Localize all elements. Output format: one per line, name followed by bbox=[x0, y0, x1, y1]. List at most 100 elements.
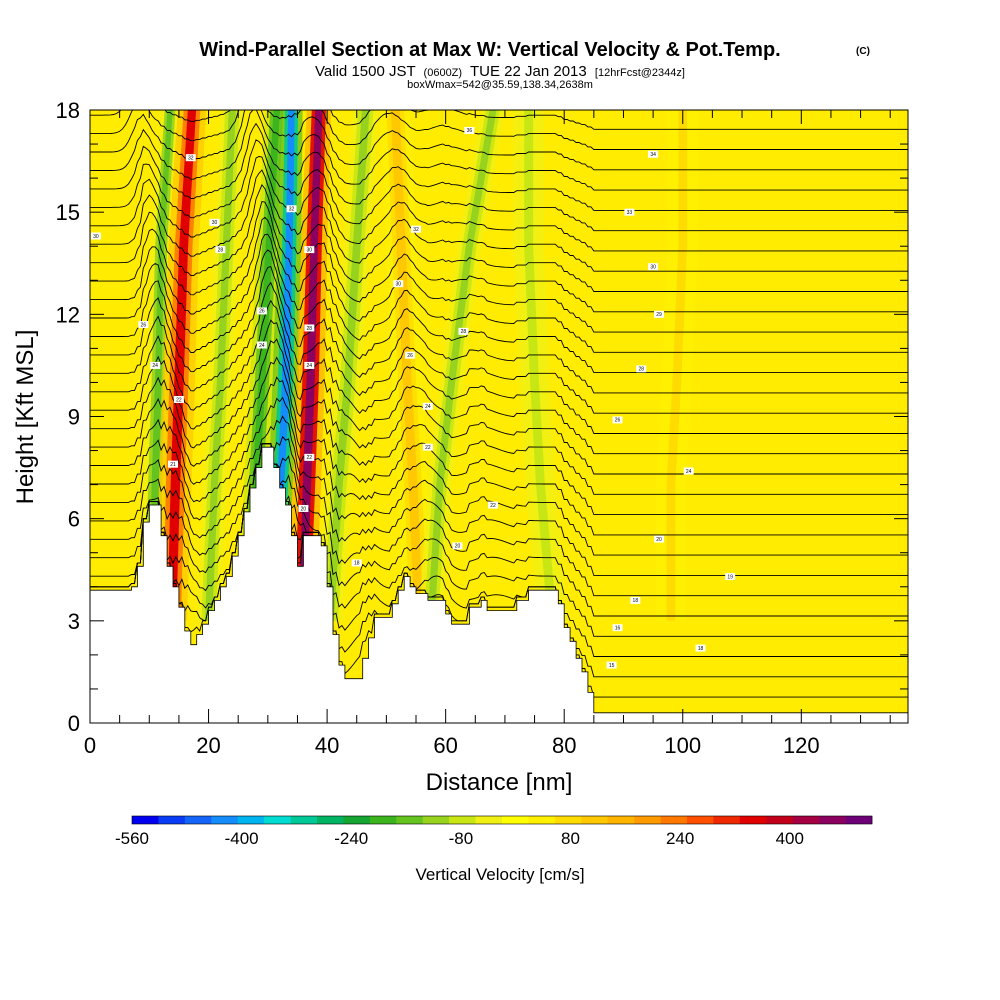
colorbar-tick-label: -400 bbox=[225, 829, 259, 848]
contour-label-7: 28 bbox=[218, 247, 224, 253]
y-tick-label-3: 3 bbox=[68, 609, 80, 634]
theta-contour-25 bbox=[90, 110, 908, 191]
contour-label-bg-12 bbox=[304, 324, 315, 332]
contour-label-bg-14 bbox=[304, 453, 315, 461]
contour-label-36: 15 bbox=[609, 663, 615, 669]
contour-label-18: 32 bbox=[413, 227, 419, 233]
contour-label-5: 32 bbox=[188, 155, 194, 161]
contour-label-bg-24 bbox=[458, 327, 469, 335]
theta-contour-7 bbox=[90, 415, 908, 556]
colorbar-swatch-18 bbox=[607, 816, 635, 824]
contour-label-bg-26 bbox=[612, 416, 623, 424]
contour-label-bg-33 bbox=[683, 467, 694, 475]
theta-contour-3 bbox=[90, 443, 908, 637]
contour-label-13: 24 bbox=[307, 363, 313, 369]
contour-label-1: 26 bbox=[141, 322, 147, 328]
colorbar-tick-label: 80 bbox=[561, 829, 580, 848]
theta-contour-11 bbox=[90, 338, 908, 475]
contour-label-33: 24 bbox=[686, 469, 692, 475]
contour-label-15: 20 bbox=[301, 506, 307, 512]
colorbar-swatch-19 bbox=[634, 816, 661, 824]
colorbar-swatch-3 bbox=[211, 816, 239, 824]
theta-contour-29 bbox=[90, 93, 908, 109]
colorbar-swatch-20 bbox=[660, 816, 688, 824]
y-tick-label-18: 18 bbox=[56, 98, 80, 123]
contour-label-bg-36 bbox=[606, 661, 617, 669]
contour-label-bg-21 bbox=[422, 402, 433, 410]
contour-label-bg-20 bbox=[422, 443, 433, 451]
contour-label-38: 19 bbox=[727, 574, 733, 580]
x-tick-label-60: 60 bbox=[433, 733, 457, 758]
contour-label-24: 28 bbox=[461, 329, 467, 335]
velocity-band-9-2 bbox=[524, 110, 557, 621]
contour-label-34: 18 bbox=[633, 598, 639, 604]
colorbar-swatch-23 bbox=[739, 816, 767, 824]
colorbar-tick-label: -560 bbox=[115, 829, 149, 848]
theta-contour-12 bbox=[90, 319, 908, 455]
contour-label-bg-22 bbox=[452, 542, 463, 550]
contour-label-bg-15 bbox=[298, 504, 309, 512]
contour-label-bg-37 bbox=[695, 644, 706, 652]
theta-contour-21 bbox=[90, 169, 908, 272]
contour-label-28: 34 bbox=[650, 152, 656, 158]
contour-label-bg-32 bbox=[654, 535, 665, 543]
contour-label-bg-1 bbox=[138, 321, 149, 329]
contour-label-11: 30 bbox=[307, 247, 313, 253]
contour-label-bg-3 bbox=[167, 460, 178, 468]
colorbar-swatch-27 bbox=[845, 816, 873, 824]
y-tick-label-9: 9 bbox=[68, 405, 80, 430]
subtitle-valid: Valid 1500 JST bbox=[315, 63, 415, 80]
contour-label-bg-7 bbox=[215, 246, 226, 254]
colorbar-swatch-4 bbox=[237, 816, 265, 824]
contour-label-bg-18 bbox=[411, 225, 422, 233]
contour-label-bg-19 bbox=[405, 351, 416, 359]
chart-subtitle-2: boxWmax=542@35.59,138.34,2638m bbox=[407, 79, 593, 91]
colorbar-labels: -560 -400 -240 -80 80 240 400 bbox=[115, 829, 804, 848]
theta-contour-4 bbox=[90, 443, 908, 617]
contour-label-0: 30 bbox=[93, 234, 99, 240]
x-tick-label-0: 0 bbox=[84, 733, 96, 758]
contour-label-31: 29 bbox=[656, 312, 662, 318]
theta-contour-9 bbox=[90, 376, 908, 516]
contour-label-21: 24 bbox=[425, 404, 431, 410]
contour-label-3: 21 bbox=[170, 462, 176, 468]
colorbar-swatch-11 bbox=[422, 816, 450, 824]
contour-label-27: 33 bbox=[627, 210, 633, 216]
colorbar-tick-label: -240 bbox=[334, 829, 368, 848]
y-axis-label: Height [Kft MSL] bbox=[12, 330, 39, 505]
contour-label-37: 18 bbox=[698, 646, 704, 652]
contour-label-16: 18 bbox=[354, 561, 360, 567]
contour-label-bg-2 bbox=[150, 361, 161, 369]
colorbar-swatch-9 bbox=[369, 816, 397, 824]
velocity-band-0-2 bbox=[148, 110, 173, 621]
contour-label-35: 16 bbox=[615, 625, 621, 631]
theta-contour-22 bbox=[90, 156, 908, 252]
theta-contour-15 bbox=[90, 266, 908, 394]
colorbar-swatch-22 bbox=[713, 816, 741, 824]
colorbar-swatch-2 bbox=[184, 816, 212, 824]
contour-label-19: 26 bbox=[407, 353, 413, 359]
velocity-band-7-2 bbox=[390, 110, 424, 621]
axis-ticks bbox=[89, 109, 908, 724]
contour-label-bg-9 bbox=[256, 341, 267, 349]
x-tick-label-100: 100 bbox=[664, 733, 701, 758]
colorbar-swatch-8 bbox=[343, 816, 371, 824]
contour-label-26: 26 bbox=[615, 418, 621, 424]
theta-contour-23 bbox=[90, 139, 908, 232]
contour-label-6: 30 bbox=[212, 220, 218, 226]
velocity-band-10-2 bbox=[666, 110, 688, 621]
contour-label-bg-30 bbox=[636, 365, 647, 373]
colorbar-label: Vertical Velocity [cm/s] bbox=[415, 865, 584, 884]
colorbar-swatch-16 bbox=[554, 816, 582, 824]
theta-contour-28 bbox=[90, 110, 908, 130]
contour-label-12: 28 bbox=[307, 326, 313, 332]
theta-contours bbox=[90, 93, 908, 698]
subtitle-zulu: (0600Z) bbox=[424, 67, 463, 79]
colorbar bbox=[131, 815, 873, 825]
theta-contour-27 bbox=[90, 110, 908, 150]
contour-label-bg-10 bbox=[286, 205, 297, 213]
colorbar-swatch-0 bbox=[132, 816, 159, 824]
contour-label-14: 22 bbox=[307, 455, 313, 461]
chart-title: Wind-Parallel Section at Max W: Vertical… bbox=[199, 39, 780, 61]
colorbar-tick-label: -80 bbox=[449, 829, 474, 848]
